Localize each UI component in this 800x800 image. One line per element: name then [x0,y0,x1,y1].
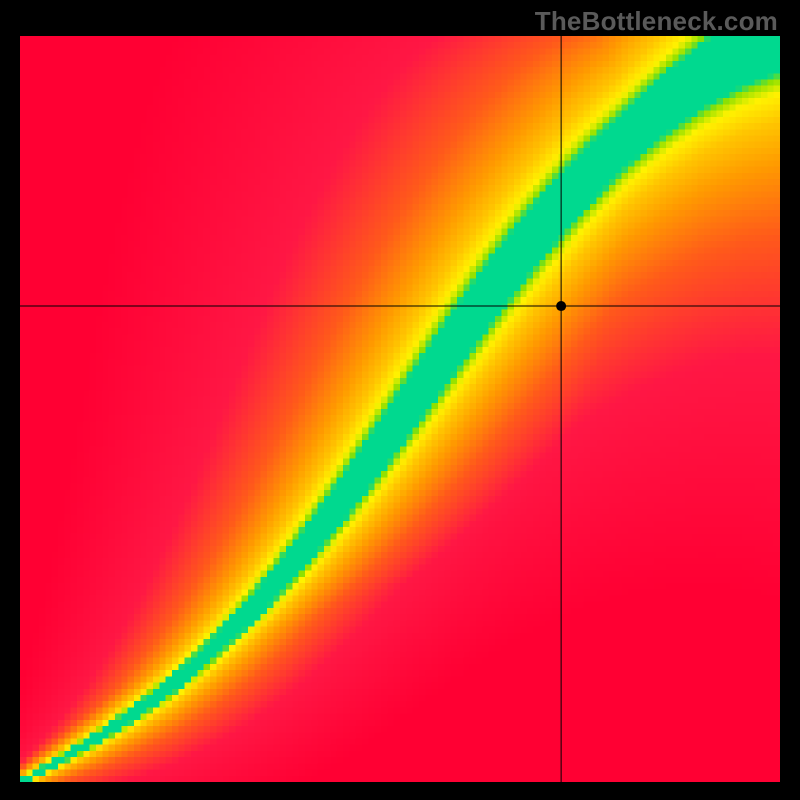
chart-container: TheBottleneck.com [0,0,800,800]
watermark-text: TheBottleneck.com [535,6,778,37]
heatmap-canvas [20,36,780,782]
plot-area [20,36,780,782]
